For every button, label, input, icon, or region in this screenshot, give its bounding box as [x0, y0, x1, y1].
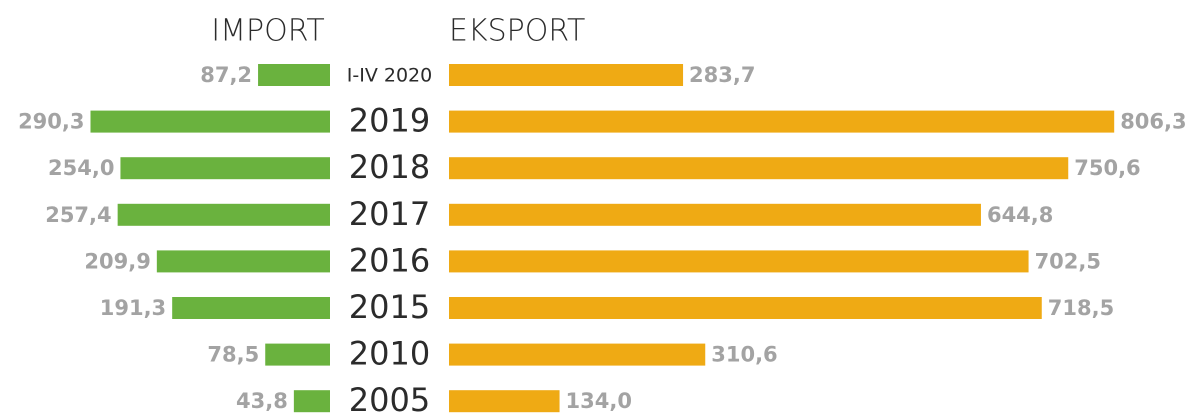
category-label: 2019 [349, 102, 430, 140]
value-label: 254,0 [48, 156, 114, 180]
import-bar [172, 297, 330, 319]
import-bar [293, 390, 330, 413]
category-label: 2016 [349, 241, 430, 279]
value-label: 87,2 [200, 63, 252, 87]
category-label: 2010 [349, 335, 430, 373]
export-bar [449, 297, 1042, 319]
value-label: 257,4 [45, 203, 111, 227]
legend-import: IMPORT [211, 14, 324, 49]
value-label: 702,5 [1035, 249, 1101, 273]
value-label: 43,8 [236, 389, 288, 413]
category-label: 2005 [349, 381, 430, 416]
value-label: 209,9 [84, 249, 150, 273]
value-label: 78,5 [207, 343, 259, 367]
value-label: 134,0 [566, 389, 632, 413]
category-label: 2015 [349, 288, 430, 326]
value-label: 644,8 [987, 203, 1053, 227]
export-bar [449, 157, 1069, 180]
value-label: 750,6 [1074, 156, 1140, 180]
legend-export: EKSPORT [449, 14, 585, 49]
import-bar [120, 157, 330, 180]
import-bar [258, 64, 330, 86]
category-label: I-IV 2020 [347, 65, 432, 87]
export-bar [449, 250, 1029, 273]
export-bar [449, 64, 684, 86]
value-label: 718,5 [1048, 296, 1114, 320]
export-bar [449, 203, 981, 226]
export-bar [449, 110, 1115, 133]
import-bar [90, 110, 330, 133]
value-label: 310,6 [711, 343, 777, 367]
value-label: 290,3 [18, 110, 84, 134]
category-label: 2017 [349, 195, 430, 233]
value-label: 806,3 [1120, 110, 1186, 134]
export-bar [449, 390, 560, 413]
value-label: 191,3 [100, 296, 166, 320]
import-bar [117, 203, 331, 226]
export-bar [449, 343, 706, 366]
category-label: 2018 [349, 148, 430, 186]
import-bar [265, 343, 330, 366]
import-bar [156, 250, 330, 273]
value-label: 283,7 [689, 63, 755, 87]
